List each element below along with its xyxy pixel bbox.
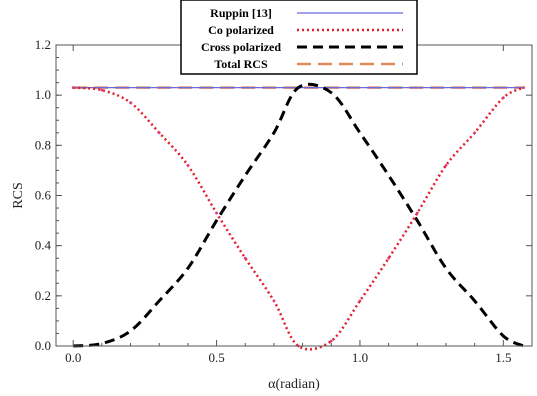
y-tick-label: 0.6 [35,188,52,203]
x-tick-label: 1.0 [352,350,368,365]
co-polarized-point [100,88,104,92]
legend-label: Co polarized [208,23,274,37]
legend-label: Ruppin [13] [210,6,272,20]
co-polarized-point [157,131,161,135]
series-line-cross-polarized [73,82,525,348]
co-polarized-point [215,211,218,215]
y-tick-label: 0.2 [35,288,51,303]
co-polarized-point [415,211,419,215]
co-polarized-point [522,86,526,90]
co-polarized-point [71,86,75,90]
co-polarized-point [358,299,362,303]
ticks-layer: 0.0 0.5 1.0 1.5 0.0 0.2 0.4 0.6 0.8 1.0 1.2 [35,37,532,365]
y-tick-label: 1.0 [35,87,51,102]
co-polarized-point [501,96,505,100]
x-axis-title: α(radian) [268,377,320,392]
x-tick-label: 0.5 [208,350,224,365]
co-polarized-point [444,164,448,167]
y-tick-label: 0.4 [35,238,52,253]
legend: Ruppin [13] Co polarized Cross polarized To… [180,0,418,75]
y-axis-title: RCS [11,182,26,208]
series-line-co-polarized [73,86,525,351]
co-polarized-point [243,256,247,260]
legend-label: Total RCS [214,57,268,71]
legend-label: Cross polarized [201,40,281,54]
legend-box [180,0,418,75]
plot-layer [71,82,526,351]
co-polarized-point [129,101,132,105]
co-polarized-point [329,339,333,343]
co-polarized-point [186,164,190,167]
co-polarized-point [473,131,477,135]
y-tick-label: 0.0 [35,338,51,353]
co-polarized-point [272,299,276,303]
y-tick-label: 1.2 [35,37,51,52]
y-tick-label: 0.8 [35,137,51,152]
co-polarized-point [387,256,391,260]
x-tick-label: 1.5 [495,350,511,365]
x-tick-label: 0.0 [65,350,81,365]
